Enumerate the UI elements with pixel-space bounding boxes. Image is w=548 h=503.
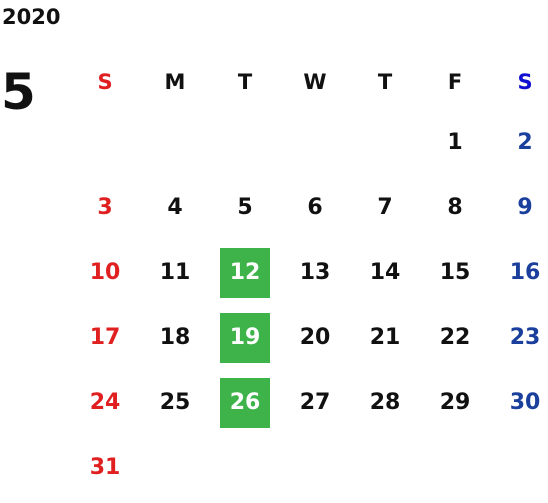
weekday-header-tuesday: T [237,70,253,94]
weekday-header-friday: F [447,70,463,94]
day-cell: 14 [350,240,420,305]
day-cell: 17 [70,305,140,370]
day-number[interactable]: 4 [167,195,183,220]
day-number[interactable]: 15 [439,260,471,285]
day-cell: 2 [490,110,548,175]
day-number[interactable]: 7 [377,195,393,220]
day-number[interactable]: 31 [89,455,121,480]
day-number[interactable]: 29 [439,390,471,415]
day-cell: 29 [420,370,490,435]
day-number[interactable]: 30 [509,390,541,415]
highlighted-day[interactable]: 12 [220,247,270,298]
day-cell: 23 [490,305,548,370]
day-cell: 19 [210,305,280,370]
day-cell: 12 [210,240,280,305]
day-cell: 25 [140,370,210,435]
weekday-header-monday: M [164,70,186,94]
day-number[interactable]: 8 [447,195,463,220]
day-cell: 5 [210,175,280,240]
day-cell: 3 [70,175,140,240]
day-number[interactable]: 13 [299,260,331,285]
day-cell: 1 [420,110,490,175]
day-cell: 8 [420,175,490,240]
day-number[interactable]: 21 [369,325,401,350]
day-cell: 24 [70,370,140,435]
day-cell: 21 [350,305,420,370]
day-cell: 6 [280,175,350,240]
day-cell: 16 [490,240,548,305]
day-number[interactable]: 10 [89,260,121,285]
day-number[interactable]: 3 [97,195,113,220]
day-cell: 13 [280,240,350,305]
weekday-header-thursday: T [377,70,393,94]
month-number: 5 [1,63,36,121]
day-number[interactable]: 2 [517,130,533,155]
empty-cell [210,110,280,175]
day-cell: 15 [420,240,490,305]
day-number[interactable]: 18 [159,325,191,350]
calendar-grid: S M T W T F S 1 2 3 4 5 6 7 8 9 10 11 12 13 14 15 16 17 1… [70,54,548,500]
day-number[interactable]: 25 [159,390,191,415]
day-cell: 10 [70,240,140,305]
highlighted-day[interactable]: 26 [220,377,270,428]
empty-cell [280,110,350,175]
day-number[interactable]: 9 [517,195,533,220]
day-number[interactable]: 24 [89,390,121,415]
weekday-header-saturday: S [517,70,533,94]
day-number[interactable]: 20 [299,325,331,350]
day-cell: 27 [280,370,350,435]
empty-cell [140,110,210,175]
weekday-header-wednesday: W [303,70,327,94]
day-number[interactable]: 5 [237,195,253,220]
day-number[interactable]: 16 [509,260,541,285]
day-number[interactable]: 11 [159,260,191,285]
day-number[interactable]: 27 [299,390,331,415]
day-number[interactable]: 23 [509,325,541,350]
day-cell: 4 [140,175,210,240]
day-cell: 11 [140,240,210,305]
day-cell: 26 [210,370,280,435]
day-cell: 30 [490,370,548,435]
empty-cell [70,110,140,175]
day-number[interactable]: 17 [89,325,121,350]
year-label: 2020 [2,5,61,29]
empty-cell [350,110,420,175]
day-number[interactable]: 22 [439,325,471,350]
day-number[interactable]: 14 [369,260,401,285]
highlighted-day[interactable]: 19 [220,312,270,363]
day-cell: 31 [70,435,140,500]
day-cell: 18 [140,305,210,370]
day-number[interactable]: 6 [307,195,323,220]
day-number[interactable]: 1 [447,130,463,155]
day-cell: 20 [280,305,350,370]
weekday-header-sunday: S [97,70,113,94]
day-cell: 22 [420,305,490,370]
day-cell: 28 [350,370,420,435]
day-cell: 7 [350,175,420,240]
day-cell: 9 [490,175,548,240]
day-number[interactable]: 28 [369,390,401,415]
